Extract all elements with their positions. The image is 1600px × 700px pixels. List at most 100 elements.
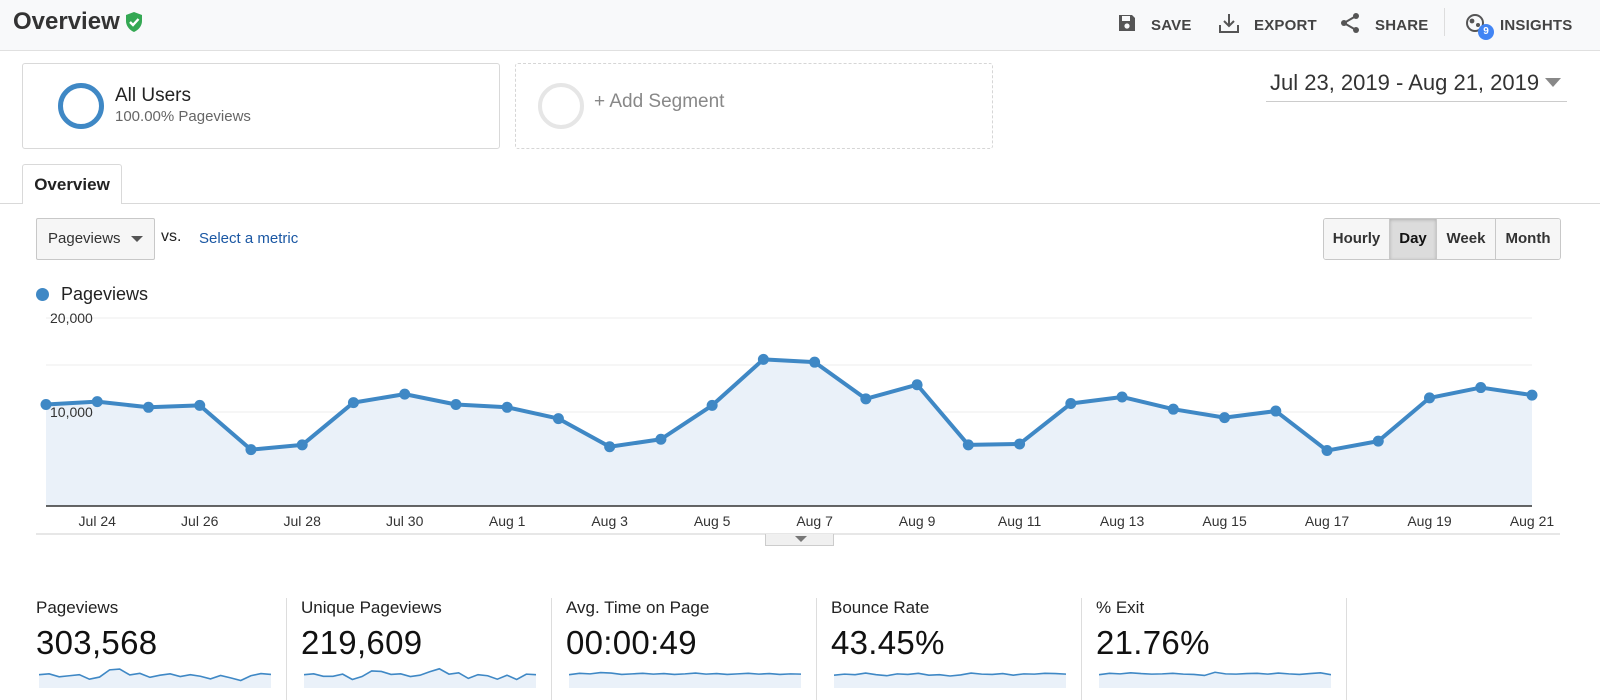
sparkline-area — [39, 669, 271, 688]
data-point — [1270, 405, 1282, 417]
metric-card-pageviews[interactable]: Pageviews 303,568 — [36, 598, 300, 700]
empty-segment-ring-icon — [538, 83, 584, 129]
data-point — [655, 433, 667, 445]
tab-active-indicator — [23, 202, 121, 205]
x-tick-label: Aug 9 — [899, 513, 936, 529]
metric-card-avg-time-on-page[interactable]: Avg. Time on Page 00:00:49 — [566, 598, 830, 700]
x-tick-label: Aug 1 — [489, 513, 526, 529]
data-point — [296, 439, 308, 451]
metric-label: Unique Pageviews — [301, 598, 442, 617]
segment-name: All Users — [115, 85, 192, 106]
granularity-week-button[interactable]: Week — [1437, 219, 1496, 259]
data-point — [501, 401, 513, 413]
sparkline-area — [304, 668, 536, 688]
sparkline-line — [304, 667, 536, 681]
segment-all-users[interactable]: All Users 100.00% Pageviews — [22, 63, 500, 149]
metric-sparkline — [1099, 671, 1331, 688]
segment-subtitle: 100.00% Pageviews — [115, 108, 251, 125]
metric-sparkline — [834, 672, 1066, 688]
sparkline-area — [1099, 672, 1331, 688]
select-metric-link[interactable]: Select a metric — [199, 230, 299, 247]
dropdown-caret-icon — [131, 236, 143, 242]
save-label: SAVE — [1151, 16, 1192, 34]
pageviews-chart: 20,000 10,000 Jul 24 Jul 26 Jul 28 Jul 30 Aug … — [36, 310, 1560, 535]
insights-button[interactable]: INSIGHTS — [1464, 9, 1572, 41]
data-point — [450, 398, 462, 410]
date-range-picker[interactable]: Jul 23, 2019 - Aug 21, 2019 — [1266, 66, 1567, 102]
metric-label: Pageviews — [36, 598, 119, 617]
data-point — [860, 393, 872, 405]
data-point — [1167, 403, 1179, 415]
tab-strip-divider — [0, 203, 1600, 204]
data-point — [1014, 438, 1026, 450]
sparkline-area — [834, 673, 1066, 688]
data-point — [1219, 412, 1231, 424]
data-point — [1475, 382, 1487, 394]
metric-value: 219,609 — [301, 624, 423, 661]
metric-label: % Exit — [1096, 598, 1145, 617]
x-tick-label: Jul 26 — [181, 513, 219, 529]
y-tick-label: 20,000 — [50, 310, 93, 326]
metric-value: 21.76% — [1096, 624, 1210, 661]
granularity-day-button[interactable]: Day — [1390, 219, 1437, 259]
metric-sparkline — [39, 668, 271, 688]
metric-sparkline — [569, 671, 801, 688]
metric-card-bounce-rate[interactable]: Bounce Rate 43.45% — [831, 598, 1095, 700]
x-tick-label: Jul 28 — [284, 513, 322, 529]
verified-shield-icon — [124, 11, 144, 38]
add-segment-button[interactable]: + Add Segment — [515, 63, 993, 149]
insights-label: INSIGHTS — [1500, 16, 1573, 34]
x-tick-label: Jul 24 — [79, 513, 117, 529]
card-divider — [1081, 598, 1082, 700]
sparkline-line — [1099, 671, 1331, 677]
data-point — [1065, 398, 1077, 410]
chevron-down-icon — [1545, 78, 1561, 87]
data-point — [91, 396, 103, 408]
tab-overview[interactable]: Overview — [22, 164, 122, 204]
metric-select-value: Pageviews — [48, 230, 121, 247]
metric-select[interactable]: Pageviews — [36, 218, 155, 260]
data-point — [40, 398, 52, 410]
x-tick-label: Aug 7 — [796, 513, 833, 529]
chart-collapse-handle[interactable] — [765, 534, 834, 546]
sparkline-area — [569, 672, 801, 688]
share-button[interactable]: SHARE — [1339, 9, 1429, 41]
data-point — [1424, 392, 1436, 404]
share-label: SHARE — [1375, 16, 1429, 34]
insights-icon — [1464, 12, 1500, 38]
sparkline-line — [834, 672, 1066, 677]
save-icon — [1117, 13, 1151, 37]
card-divider — [551, 598, 552, 700]
granularity-hourly-button[interactable]: Hourly — [1324, 219, 1390, 259]
series-area — [46, 359, 1532, 506]
export-button[interactable]: EXPORT — [1218, 9, 1317, 41]
granularity-month-button[interactable]: Month — [1496, 219, 1560, 259]
data-point — [1116, 391, 1128, 403]
download-icon — [1218, 12, 1254, 38]
data-point — [194, 399, 206, 411]
x-tick-label: Aug 5 — [694, 513, 731, 529]
x-tick-label: Aug 17 — [1305, 513, 1350, 529]
x-tick-label: Aug 19 — [1407, 513, 1452, 529]
data-point — [245, 444, 257, 456]
add-segment-label: + Add Segment — [594, 91, 725, 112]
metric-card-unique-pageviews[interactable]: Unique Pageviews 219,609 — [301, 598, 565, 700]
metric-sparkline — [304, 667, 536, 688]
data-point — [1321, 445, 1333, 457]
header-bar: Overview SAVE EXPORT — [0, 0, 1600, 51]
header-divider — [1444, 8, 1445, 36]
save-button[interactable]: SAVE — [1117, 9, 1192, 41]
data-point — [1526, 389, 1538, 401]
y-tick-label: 10,000 — [50, 404, 93, 420]
page-title: Overview — [13, 8, 120, 35]
data-point — [552, 413, 564, 425]
export-label: EXPORT — [1254, 16, 1317, 34]
granularity-toggle: Hourly Day Week Month — [1323, 218, 1561, 260]
sparkline-line — [569, 671, 801, 676]
card-divider — [816, 598, 817, 700]
metric-card-exit[interactable]: % Exit 21.76% — [1096, 598, 1360, 700]
x-tick-label: Aug 3 — [591, 513, 628, 529]
data-point — [809, 356, 821, 368]
data-point — [911, 379, 923, 391]
legend-swatch — [36, 288, 49, 301]
